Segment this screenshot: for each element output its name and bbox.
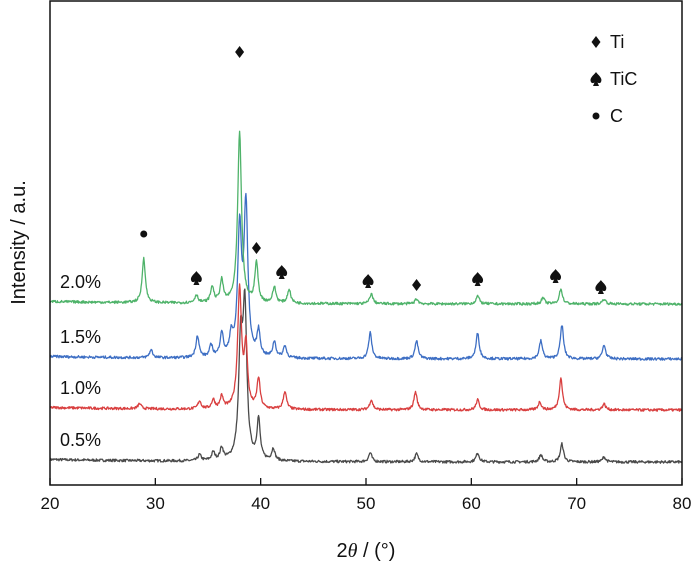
peak-marker-diamond-7 bbox=[412, 279, 422, 291]
x-tick-label-40: 40 bbox=[251, 494, 270, 513]
x-tick-label-50: 50 bbox=[357, 494, 376, 513]
peak-marker-spade-5 bbox=[276, 265, 288, 279]
x-axis-label-theta: θ bbox=[348, 540, 358, 562]
x-tick-label-70: 70 bbox=[567, 494, 586, 513]
series-label-3: 1.5% bbox=[60, 327, 101, 347]
peak-marker-spade-2 bbox=[190, 271, 202, 285]
series-line-4 bbox=[49, 130, 683, 306]
legend-label-ti: Ti bbox=[610, 32, 624, 52]
x-tick-label-80: 80 bbox=[673, 494, 692, 513]
x-tick-layer: 20 30 40 50 60 70 80 bbox=[41, 478, 692, 513]
x-tick-label-30: 30 bbox=[146, 494, 165, 513]
peak-marker-circle-1 bbox=[140, 230, 148, 238]
y-axis-label: Intensity / a.u. bbox=[8, 180, 30, 305]
series-line-1 bbox=[49, 288, 683, 464]
legend-label-c: C bbox=[610, 106, 623, 126]
series-label-1: 0.5% bbox=[60, 430, 101, 450]
legend-symbol-circle bbox=[592, 112, 600, 120]
series-layer bbox=[49, 130, 683, 464]
peak-marker-spade-9 bbox=[550, 269, 562, 283]
series-line-2 bbox=[49, 283, 683, 412]
series-label-2: 1.0% bbox=[60, 378, 101, 398]
series-line-3 bbox=[49, 192, 683, 361]
legend-symbol-spade bbox=[590, 72, 602, 86]
peak-marker-diamond-3 bbox=[235, 46, 245, 58]
peak-marker-spade-8 bbox=[472, 272, 484, 286]
peak-marker-diamond-4 bbox=[251, 242, 261, 254]
legend-label-tic: TiC bbox=[610, 69, 637, 89]
x-tick-label-60: 60 bbox=[462, 494, 481, 513]
annotation-layer bbox=[140, 46, 607, 294]
plot-frame bbox=[49, 0, 683, 486]
peak-marker-spade-6 bbox=[362, 274, 374, 288]
x-axis-label-prefix: 2 bbox=[337, 540, 348, 562]
series-label-4: 2.0% bbox=[60, 272, 101, 292]
x-axis-label-suffix: / (°) bbox=[357, 540, 395, 562]
x-axis-label: 2θ / (°) bbox=[337, 540, 396, 562]
peak-marker-spade-10 bbox=[595, 280, 607, 294]
legend: Ti TiC C bbox=[590, 32, 637, 126]
series-label-layer: 0.5% 1.0% 1.5% 2.0% bbox=[60, 272, 101, 450]
legend-symbol-diamond bbox=[591, 36, 601, 48]
x-tick-label-20: 20 bbox=[41, 494, 60, 513]
